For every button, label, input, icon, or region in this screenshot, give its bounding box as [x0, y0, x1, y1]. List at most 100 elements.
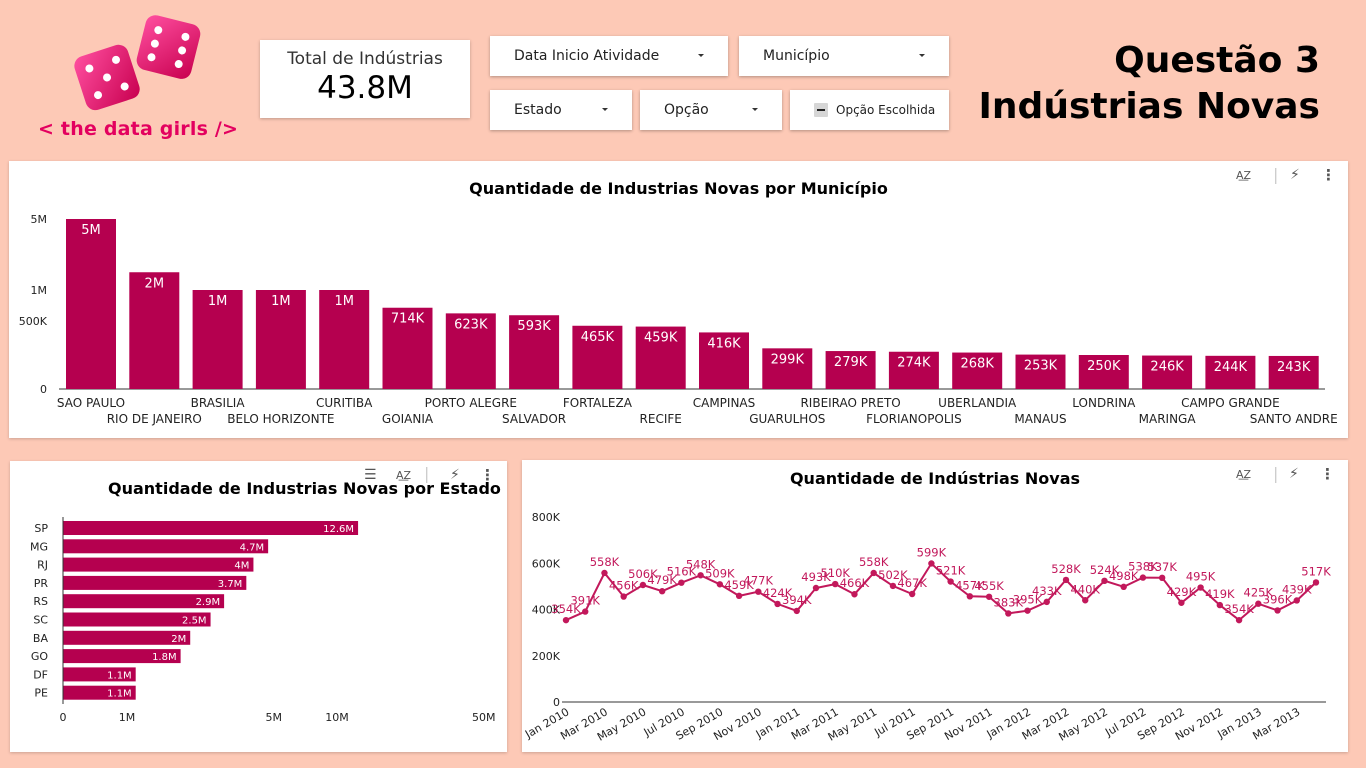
data-point	[735, 592, 743, 600]
data-inicio-label: Data Inicio Atividade	[514, 48, 660, 64]
more-vert-icon[interactable]: ⋮	[1321, 166, 1336, 184]
bar	[1015, 354, 1066, 389]
estado-label: Estado	[514, 102, 562, 118]
estado-dropdown[interactable]: Estado	[490, 90, 632, 130]
chevron-down-icon	[602, 108, 608, 111]
bar-value-label: 416K	[707, 336, 741, 351]
bar	[255, 290, 306, 389]
x-tick-label: RECIFE	[640, 412, 682, 426]
y-category-label: RJ	[37, 559, 48, 572]
lightning-icon[interactable]: ⚡	[1290, 167, 1300, 183]
data-point	[620, 593, 627, 600]
bar	[63, 649, 181, 664]
data-point	[1158, 574, 1166, 582]
data-label: 599K	[917, 545, 947, 559]
sort-az-icon[interactable]: A͟Z	[1236, 468, 1252, 481]
data-label: 538K	[1128, 560, 1158, 574]
y-tick-label: 500K	[19, 315, 48, 328]
bar	[509, 315, 560, 389]
bar-value-label: 714K	[391, 312, 425, 327]
x-tick-label: BRASILIA	[191, 396, 246, 410]
x-tick-label: CAMPINAS	[693, 396, 756, 410]
x-tick-label: BELO HORIZONTE	[227, 412, 334, 426]
x-tick-label: SAO PAULO	[57, 396, 125, 410]
x-tick-label: RIBEIRAO PRETO	[800, 396, 900, 410]
sort-az-icon[interactable]: A͟Z	[1236, 169, 1252, 182]
data-label: 517K	[1301, 564, 1331, 578]
y-category-label: SP	[34, 522, 48, 535]
data-point	[601, 569, 608, 577]
bar-value-label: 593K	[517, 319, 551, 334]
data-point	[1235, 616, 1243, 624]
bar	[63, 575, 247, 590]
sort-az-icon[interactable]: A͟Z	[396, 469, 412, 482]
y-tick-label: 600K	[532, 557, 561, 570]
x-tick-label: RIO DE JANEIRO	[107, 412, 202, 426]
bar-value-label: 274K	[897, 356, 931, 371]
data-label: 395K	[1013, 593, 1043, 607]
lightning-icon[interactable]: ⚡	[1289, 466, 1299, 482]
x-tick-label: MARINGA	[1139, 412, 1197, 426]
data-inicio-dropdown[interactable]: Data Inicio Atividade	[490, 36, 728, 76]
bar	[63, 539, 269, 554]
data-point	[832, 580, 839, 588]
y-tick-label: 1M	[31, 284, 48, 297]
bar	[63, 667, 136, 682]
data-label: 354K	[1224, 602, 1254, 616]
logo-text: < the data girls />	[38, 118, 239, 140]
municipio-chart-panel: Quantidade de Industrias Novas por Munic…	[9, 161, 1348, 438]
data-point	[716, 581, 724, 588]
y-category-label: GO	[31, 650, 49, 663]
data-point	[851, 591, 858, 598]
bar	[699, 332, 749, 389]
data-point	[658, 588, 666, 595]
bar-value-label: 4.7M	[240, 542, 265, 553]
bar	[63, 594, 225, 609]
bar-value-label: 2.9M	[196, 597, 221, 608]
data-point	[812, 584, 820, 592]
opcao-escolhida-checkbox[interactable]: Opção Escolhida	[790, 90, 949, 130]
checkbox-indeterminate-icon[interactable]	[814, 103, 828, 117]
data-label: 516K	[667, 565, 697, 579]
y-tick-label: 800K	[532, 511, 561, 524]
data-label: 440K	[1070, 582, 1100, 596]
data-label: 456K	[609, 579, 639, 593]
divider: |	[1273, 464, 1279, 483]
data-label: 493K	[801, 570, 831, 584]
x-tick-label: LONDRINA	[1072, 396, 1136, 410]
data-point	[1043, 598, 1050, 606]
municipio-dropdown[interactable]: Município	[739, 36, 949, 76]
data-point	[1216, 601, 1224, 609]
data-label: 354K	[551, 602, 581, 616]
bar	[1078, 355, 1129, 389]
y-tick-label: 0	[40, 383, 47, 396]
bar-value-label: 2.5M	[182, 616, 207, 627]
data-point	[908, 590, 916, 598]
data-label: 457K	[955, 578, 985, 592]
x-tick-label: GOIANIA	[382, 412, 434, 426]
bar-value-label: 2M	[145, 276, 165, 291]
filter-sliders-icon[interactable]: ☰	[364, 467, 377, 483]
data-label: 391K	[570, 594, 600, 608]
municipio-chart-title: Quantidade de Industrias Novas por Munic…	[469, 179, 888, 198]
bar	[319, 290, 370, 389]
bar	[952, 352, 1003, 389]
data-label: 495K	[1186, 570, 1216, 584]
kpi-label: Total de Indústrias	[287, 49, 443, 69]
data-point	[870, 569, 877, 577]
data-label: 528K	[1051, 562, 1081, 576]
bar	[888, 351, 939, 389]
data-point	[947, 578, 954, 585]
lightning-icon[interactable]: ⚡	[450, 467, 460, 483]
x-tick-label: 5M	[266, 711, 283, 724]
data-point	[928, 560, 935, 567]
data-point	[1062, 576, 1070, 584]
data-label: 394K	[782, 593, 812, 607]
more-vert-icon[interactable]: ⋮	[480, 466, 495, 484]
bar-value-label: 253K	[1024, 359, 1058, 374]
more-vert-icon[interactable]: ⋮	[1320, 465, 1335, 483]
y-tick-label: 5M	[31, 213, 48, 226]
opcao-dropdown[interactable]: Opção	[640, 90, 782, 130]
bar-value-label: 1.1M	[107, 689, 132, 700]
data-point	[582, 608, 589, 615]
